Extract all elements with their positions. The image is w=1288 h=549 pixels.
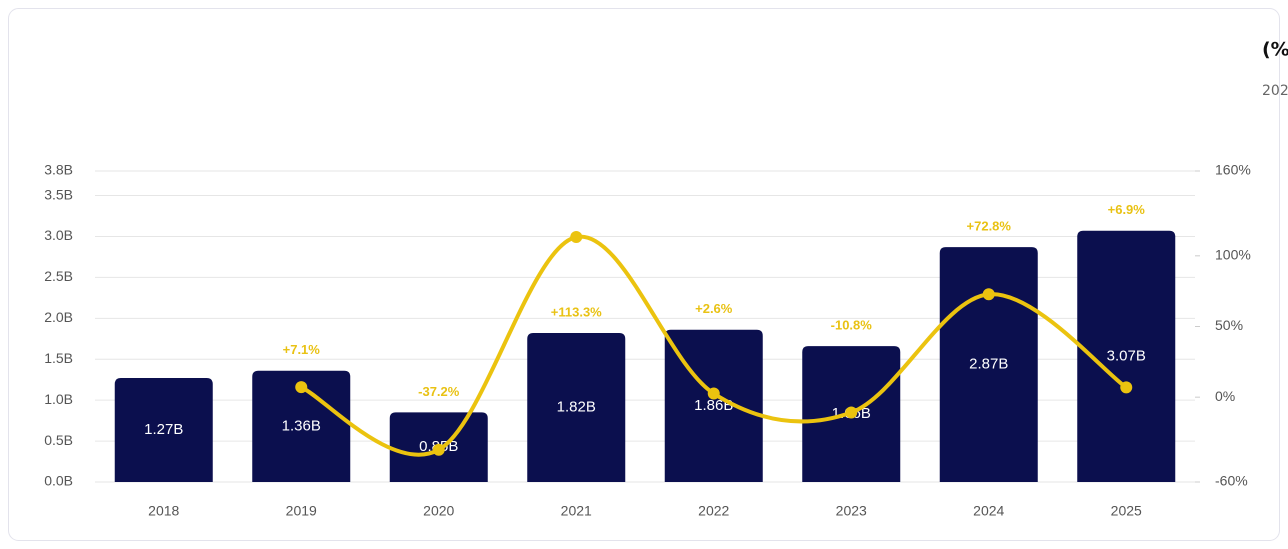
- y-tick-label: 2.5B: [44, 268, 73, 284]
- x-tick-label: 2023: [836, 503, 867, 519]
- growth-label: +2.6%: [695, 301, 733, 316]
- growth-point: [982, 288, 995, 301]
- y2-tick-label: -60%: [1215, 473, 1248, 489]
- bar: [252, 370, 351, 482]
- bar-label: 3.07B: [1107, 347, 1146, 364]
- growth-point: [570, 231, 583, 244]
- x-tick-label: 2021: [561, 503, 592, 519]
- growth-label: +6.9%: [1108, 202, 1146, 217]
- y-tick-label: 1.5B: [44, 350, 73, 366]
- x-tick-label: 2024: [973, 503, 1004, 519]
- growth-point: [432, 443, 445, 456]
- x-tick-label: 2022: [698, 503, 729, 519]
- x-tick-label: 2019: [286, 503, 317, 519]
- x-tick-label: 2020: [423, 503, 454, 519]
- growth-point: [845, 406, 858, 419]
- x-tick-label: 2018: [148, 503, 179, 519]
- growth-label: -37.2%: [418, 384, 460, 399]
- bar: [1077, 230, 1176, 482]
- y2-tick-label: 100%: [1215, 247, 1251, 263]
- y-tick-label: 3.5B: [44, 186, 73, 202]
- x-tick-label: 2025: [1111, 503, 1142, 519]
- bar-label: 2.87B: [969, 356, 1008, 373]
- growth-label: +72.8%: [967, 219, 1012, 234]
- growth-point: [707, 387, 720, 400]
- growth-point: [295, 381, 308, 394]
- y-tick-label: 2.0B: [44, 309, 73, 325]
- bar: [527, 333, 626, 482]
- bar-label: 1.27B: [144, 421, 183, 438]
- chart-title: صافي الدخل (مليار ﷼) مع معدل النمو السنو…: [1262, 39, 1288, 62]
- growth-label: +7.1%: [283, 342, 321, 357]
- growth-point: [1120, 381, 1133, 394]
- bar-label: 1.36B: [282, 417, 321, 434]
- y2-tick-label: 0%: [1215, 388, 1235, 404]
- y2-tick-label: 160%: [1215, 162, 1251, 178]
- y-tick-label: 0.0B: [44, 473, 73, 489]
- y-tick-label: 0.5B: [44, 432, 73, 448]
- bar-label: 1.82B: [557, 398, 596, 415]
- y-tick-label: 3.8B: [44, 162, 73, 178]
- growth-label: +113.3%: [551, 304, 602, 319]
- y2-tick-label: 50%: [1215, 317, 1243, 333]
- growth-label: -10.8%: [831, 318, 873, 333]
- y-tick-label: 3.0B: [44, 227, 73, 243]
- y-tick-label: 1.0B: [44, 391, 73, 407]
- bar: [114, 378, 213, 482]
- chart-subtitle: شركات التمويل، 2018-2025: [1262, 83, 1288, 99]
